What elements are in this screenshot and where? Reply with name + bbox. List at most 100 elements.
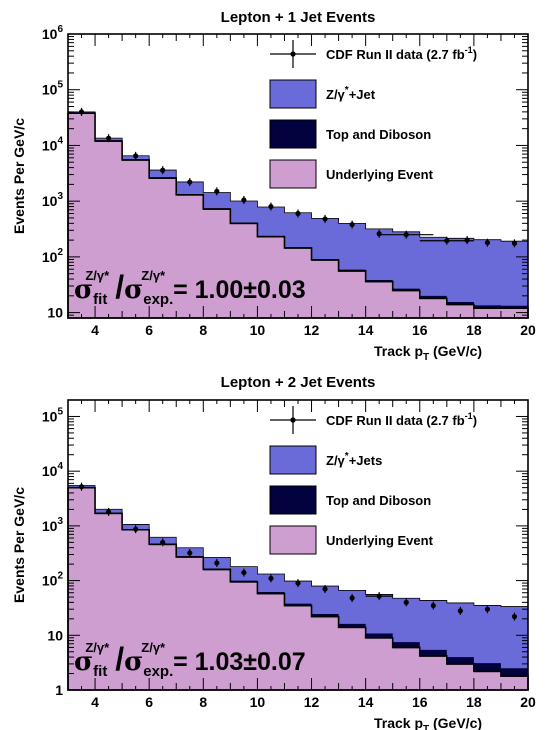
y-tick-base: 10 — [42, 408, 58, 424]
ratio-value: = 1.03±0.07 — [173, 648, 306, 676]
y-tick-label: 105 — [42, 80, 64, 98]
y-axis-label: Events Per GeV/c — [11, 487, 27, 603]
y-tick-exp: 4 — [57, 135, 63, 146]
x-tick-label: 20 — [520, 322, 536, 338]
ratio-num-sup: Z/γ* — [85, 268, 110, 283]
data-point-marker — [160, 167, 166, 173]
data-point — [187, 548, 193, 557]
x-tick-label: 10 — [250, 322, 266, 338]
data-point — [511, 612, 518, 621]
data-point — [349, 220, 355, 229]
y-tick-label: 10 — [47, 305, 63, 321]
y-tick-base: 1 — [55, 682, 63, 698]
ratio-slash: / — [115, 641, 124, 677]
data-point-marker — [376, 231, 382, 237]
ratio-den-sup: Z/γ* — [141, 640, 166, 655]
x-tick-label: 8 — [199, 694, 207, 710]
fit-ratio-annotation: σfitZ/γ*/σexp.Z/γ*= 1.00±0.03 — [74, 268, 306, 308]
x-tick-label: 4 — [91, 322, 99, 338]
legend-underlying-event-swatch — [269, 159, 317, 189]
x-tick-label: 14 — [358, 694, 374, 710]
x-axis-label: Track pT (GeV/c) — [374, 715, 482, 730]
y-tick-exp: 2 — [57, 571, 63, 582]
data-point-marker — [349, 595, 355, 601]
y-axis-label: Events Per GeV/c — [11, 118, 27, 234]
y-tick-exp: 5 — [57, 406, 63, 417]
data-point-marker — [187, 550, 193, 556]
data-point-marker — [133, 526, 139, 532]
data-point — [105, 507, 112, 516]
x-tick-label: 14 — [358, 322, 374, 338]
y-tick-base: 10 — [42, 463, 58, 479]
data-point — [365, 592, 393, 601]
legend-data-text: CDF Run II data (2.7 fb — [326, 413, 465, 428]
y-tick-base: 10 — [47, 305, 63, 321]
data-point-marker — [241, 197, 247, 203]
data-point — [160, 166, 166, 175]
x-tick-label: 16 — [412, 694, 428, 710]
plot-frame — [67, 399, 529, 691]
data-point-marker — [78, 109, 85, 115]
x-tick-label: 10 — [250, 694, 266, 710]
data-point-marker — [214, 560, 220, 566]
y-tick-base: 10 — [42, 137, 58, 153]
legend-data-close: ) — [473, 413, 477, 428]
data-point-marker — [511, 613, 518, 620]
data-point-marker — [214, 188, 220, 194]
data-point — [160, 538, 166, 547]
y-tick-label: 104 — [42, 461, 64, 479]
ratio-den-sub: exp. — [143, 663, 173, 680]
data-point-marker — [295, 580, 301, 586]
y-tick-exp: 2 — [57, 247, 63, 258]
data-point — [430, 601, 436, 610]
ratio-num-sub: fit — [93, 663, 107, 680]
data-point-marker — [403, 232, 409, 238]
ratio-den-sup: Z/γ* — [141, 268, 166, 283]
x-tick-label: 6 — [145, 322, 153, 338]
plot-frame — [67, 33, 529, 319]
legend-data-sup: -1 — [465, 45, 473, 55]
legend-zjet-star: * — [345, 451, 349, 462]
data-point — [349, 594, 355, 603]
y-tick-base: 10 — [42, 82, 58, 98]
y-tick-label: 102 — [42, 247, 64, 265]
legend-top-diboson-swatch — [269, 119, 317, 149]
data-point-marker — [268, 575, 274, 581]
data-point-marker — [105, 509, 112, 515]
ratio-sigma-den: σ — [124, 275, 143, 305]
data-point-marker — [484, 606, 491, 612]
data-point — [484, 238, 491, 247]
data-point-marker — [464, 237, 470, 243]
legend-data-marker — [290, 51, 296, 57]
ratio-value: = 1.00±0.03 — [173, 276, 306, 304]
y-tick-label: 1 — [55, 682, 63, 698]
data-point — [78, 482, 85, 491]
x-axis-label-unit: (GeV/c) — [429, 343, 482, 359]
data-point-marker — [105, 135, 112, 141]
data-point-marker — [444, 238, 450, 244]
data-point — [214, 558, 220, 567]
data-point — [403, 598, 409, 607]
legend-data-marker — [290, 417, 296, 423]
legend-zjet-label: Z/γ*+Jet — [326, 85, 376, 102]
ratio-num-sup: Z/γ* — [85, 640, 110, 655]
y-tick-exp: 6 — [57, 24, 63, 35]
legend-top-diboson-swatch — [269, 485, 317, 515]
y-tick-label: 103 — [42, 191, 64, 209]
y-tick-label: 103 — [42, 516, 64, 534]
legend-top-diboson-label: Top and Diboson — [326, 127, 431, 142]
data-point — [457, 606, 463, 615]
data-point — [379, 230, 434, 239]
ratio-sigma-num: σ — [74, 647, 93, 677]
legend-zjet-tail: +Jet — [349, 87, 376, 102]
data-point — [295, 579, 301, 588]
y-tick-label: 102 — [42, 571, 64, 589]
legend-zjet-label: Z/γ*+Jets — [326, 451, 382, 468]
data-point-marker — [322, 216, 328, 222]
legend-data-label: CDF Run II data (2.7 fb-1) — [326, 45, 477, 62]
y-tick-base: 10 — [42, 249, 58, 265]
data-point — [133, 151, 139, 160]
data-point — [241, 195, 247, 204]
